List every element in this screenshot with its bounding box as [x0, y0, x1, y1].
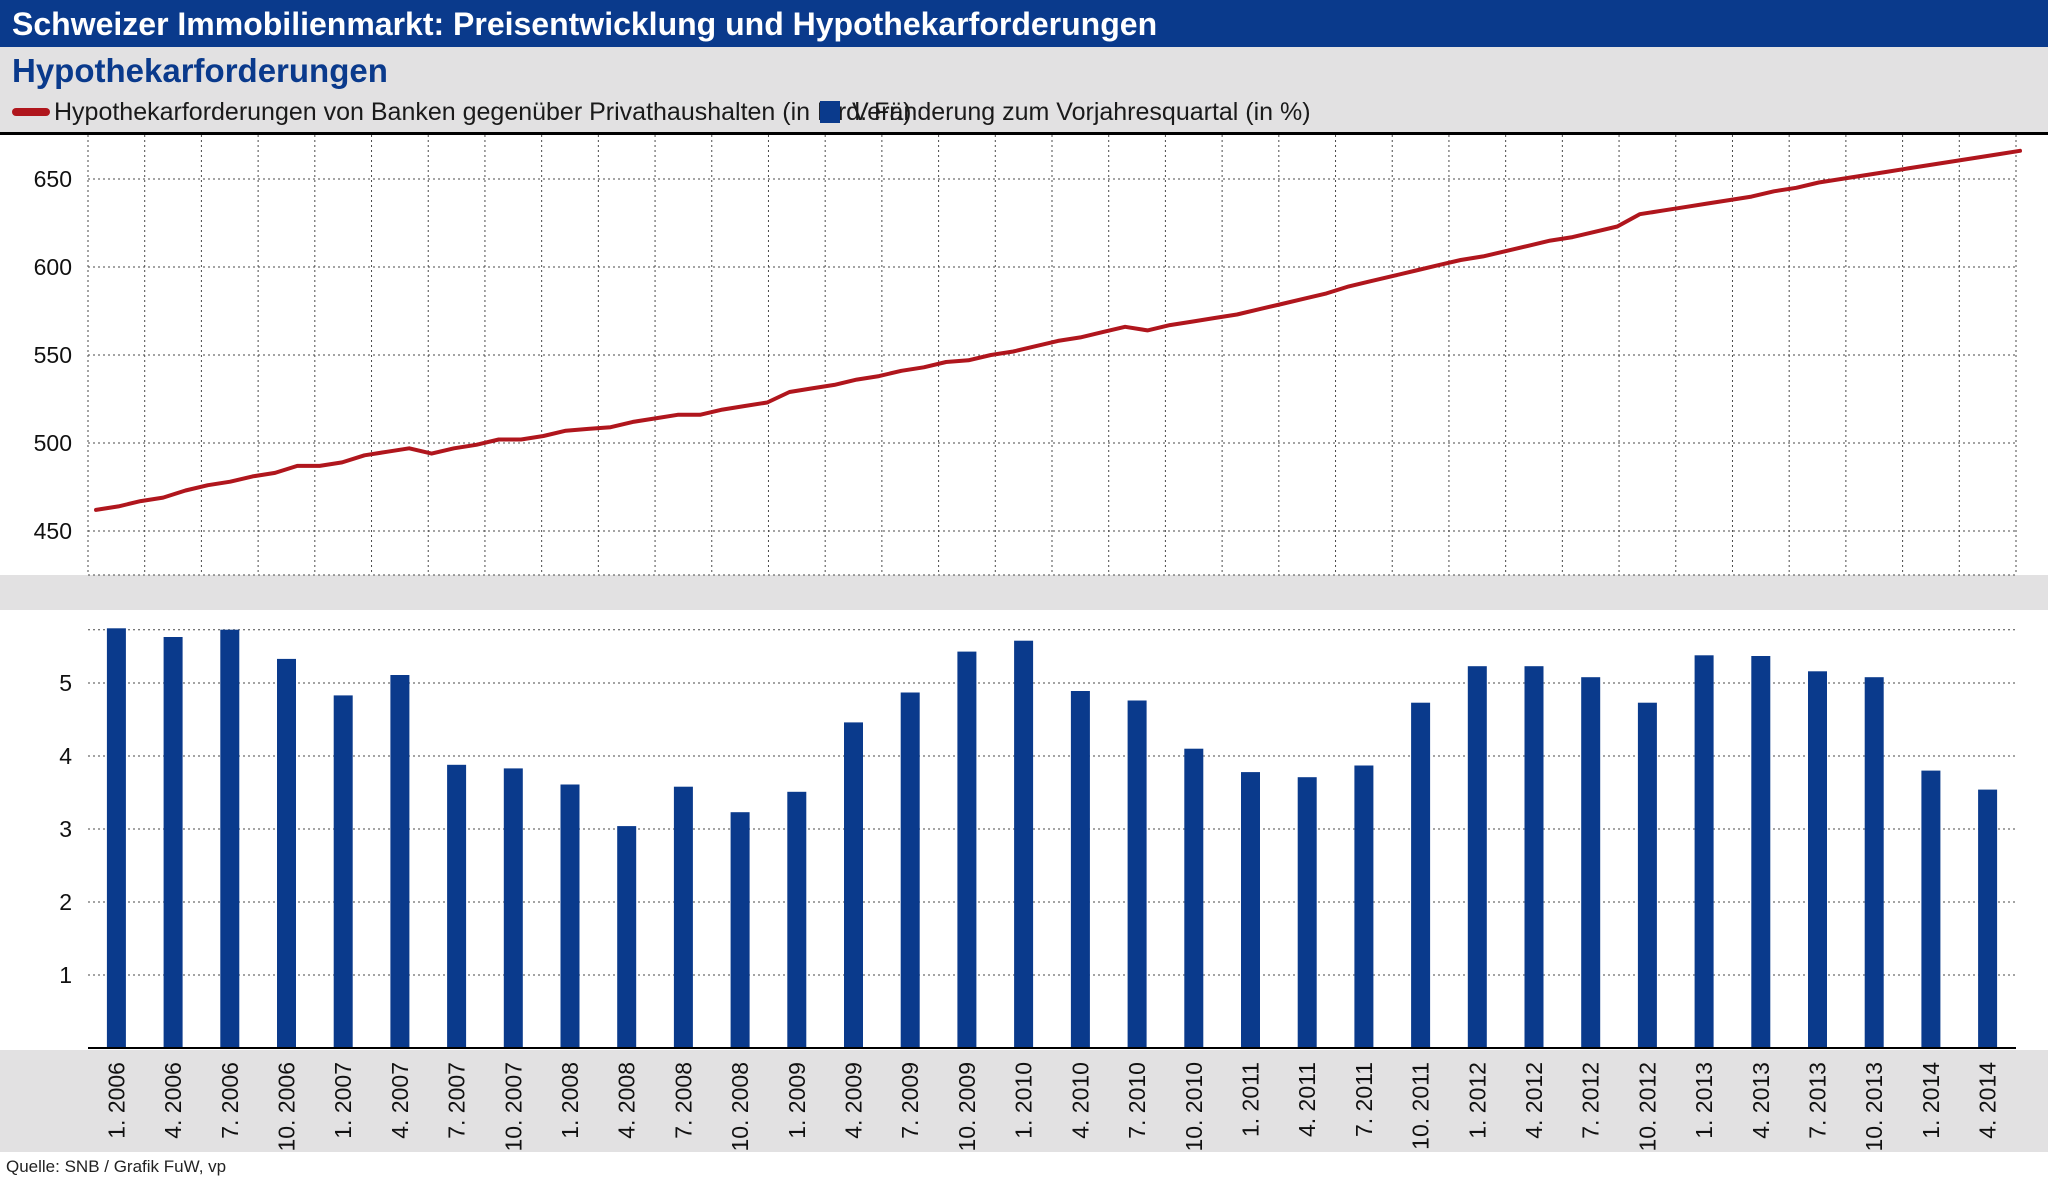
x-tick-label: 4. 2011 — [1294, 1062, 1320, 1137]
x-tick-label: 4. 2008 — [614, 1062, 640, 1139]
x-tick-label: 4. 2009 — [841, 1062, 867, 1139]
line-chart-grid — [87, 135, 2017, 576]
x-tick-label: 10. 2006 — [273, 1062, 299, 1152]
bar-1-2013 — [1694, 655, 1714, 1048]
y-tick-label: 600 — [34, 254, 72, 280]
x-tick-label: 7. 2006 — [217, 1062, 243, 1139]
x-tick-label: 4. 2007 — [387, 1062, 413, 1139]
bar-10-2012 — [1637, 702, 1657, 1048]
legend-bar-label: Veränderung zum Vorjahresquartal (in %) — [852, 97, 1311, 126]
x-tick-label: 10. 2009 — [954, 1062, 980, 1152]
legend-item-bar: Veränderung zum Vorjahresquartal (in %) — [820, 94, 1311, 130]
y-tick-label: 5 — [59, 670, 72, 696]
bar-1-2007 — [333, 695, 353, 1048]
bar-7-2009 — [900, 692, 920, 1048]
y-tick-label: 2 — [59, 889, 72, 915]
bar-10-2006 — [277, 658, 296, 1048]
line-series-mortgage-claims — [94, 148, 2022, 512]
legend-line-swatch — [12, 108, 50, 116]
bar-chart-x-axis: 1. 2006 4. 2006 7. 2006 10. 2006 1. 2007 4. 2… — [88, 1047, 2016, 1152]
bar-7-2010 — [1127, 700, 1147, 1048]
x-tick-label: 1. 2012 — [1464, 1062, 1490, 1139]
x-tick-label: 4. 2012 — [1521, 1062, 1547, 1139]
x-tick-label: 4. 2010 — [1067, 1062, 1093, 1139]
x-tick-label: 4. 2014 — [1975, 1062, 2001, 1139]
bar-4-2012 — [1524, 666, 1544, 1048]
line-chart-series — [94, 148, 2022, 512]
divider-rule — [0, 132, 2048, 135]
bar-chart-bars — [106, 628, 1998, 1049]
x-tick-label: 4. 2013 — [1748, 1062, 1774, 1139]
bar-chart-y-axis: 1 2 3 4 5 — [59, 670, 72, 988]
legend-item-line: Hypothekarforderungen von Banken gegenüb… — [12, 94, 911, 130]
title-bar — [0, 0, 2048, 47]
y-tick-label: 650 — [34, 166, 72, 192]
bar-1-2014 — [1921, 770, 1941, 1048]
x-tick-label: 1. 2008 — [557, 1062, 583, 1139]
chart-subtitle: Hypothekarforderungen — [12, 52, 388, 89]
x-tick-label: 1. 2013 — [1691, 1062, 1717, 1139]
bar-1-2006 — [106, 628, 126, 1049]
source-note: Quelle: SNB / Grafik FuW, vp — [6, 1157, 227, 1176]
x-tick-label: 7. 2011 — [1351, 1062, 1377, 1137]
bar-10-2013 — [1864, 677, 1884, 1048]
bar-4-2013 — [1751, 656, 1771, 1048]
bar-4-2014 — [1978, 789, 1998, 1048]
x-tick-label: 10. 2011 — [1408, 1062, 1434, 1150]
bar-4-2011 — [1297, 777, 1317, 1048]
bar-4-2008 — [617, 826, 637, 1048]
legend-line-label: Hypothekarforderungen von Banken gegenüb… — [54, 97, 912, 126]
bar-7-2006 — [220, 629, 240, 1048]
x-tick-label: 7. 2010 — [1124, 1062, 1150, 1139]
bar-7-2012 — [1581, 677, 1601, 1048]
y-tick-label: 4 — [59, 743, 72, 769]
y-tick-label: 550 — [34, 342, 72, 368]
x-tick-label: 7. 2012 — [1578, 1062, 1604, 1139]
x-tick-label: 10. 2008 — [727, 1062, 753, 1152]
bar-1-2010 — [1014, 640, 1034, 1048]
x-tick-label: 1. 2007 — [330, 1062, 356, 1139]
bar-10-2010 — [1184, 748, 1204, 1048]
x-tick-label: 10. 2012 — [1634, 1062, 1660, 1152]
x-tick-label: 7. 2013 — [1805, 1062, 1831, 1139]
bar-10-2009 — [957, 651, 977, 1048]
x-tick-label: 1. 2011 — [1237, 1062, 1263, 1137]
bar-7-2011 — [1354, 765, 1374, 1048]
line-chart-y-axis: 450 500 550 600 650 — [34, 166, 72, 544]
bar-4-2009 — [844, 722, 863, 1048]
bar-10-2007 — [503, 768, 523, 1048]
page-title: Schweizer Immobilienmarkt: Preisentwickl… — [12, 6, 1158, 42]
x-tick-label: 1. 2014 — [1918, 1062, 1944, 1139]
legend-bar-swatch — [820, 101, 840, 123]
y-tick-label: 450 — [34, 518, 72, 544]
y-tick-label: 500 — [34, 430, 72, 456]
x-tick-label: 4. 2006 — [160, 1062, 186, 1139]
x-tick-label: 10. 2010 — [1181, 1062, 1207, 1152]
y-tick-label: 3 — [59, 816, 72, 842]
bar-4-2007 — [390, 675, 410, 1048]
x-tick-label: 7. 2007 — [444, 1062, 470, 1139]
bar-10-2008 — [730, 812, 750, 1048]
bar-4-2006 — [163, 637, 183, 1048]
bar-1-2009 — [787, 791, 807, 1048]
y-tick-label: 1 — [59, 962, 72, 988]
bar-7-2013 — [1808, 671, 1827, 1048]
bar-4-2010 — [1070, 691, 1090, 1048]
x-tick-label: 7. 2009 — [897, 1062, 923, 1139]
x-tick-label: 1. 2009 — [784, 1062, 810, 1139]
x-tick-label: 10. 2013 — [1861, 1062, 1887, 1152]
bar-7-2007 — [447, 764, 467, 1048]
bar-chart-grid — [88, 629, 2016, 976]
bar-1-2011 — [1241, 772, 1260, 1048]
x-tick-label: 7. 2008 — [670, 1062, 696, 1139]
bar-1-2008 — [560, 784, 580, 1048]
bar-1-2012 — [1467, 666, 1487, 1048]
bar-10-2011 — [1411, 702, 1431, 1048]
x-tick-label: 10. 2007 — [500, 1062, 526, 1152]
x-tick-label: 1. 2010 — [1011, 1062, 1037, 1139]
bar-7-2008 — [673, 786, 693, 1048]
x-tick-label: 1. 2006 — [103, 1062, 129, 1139]
